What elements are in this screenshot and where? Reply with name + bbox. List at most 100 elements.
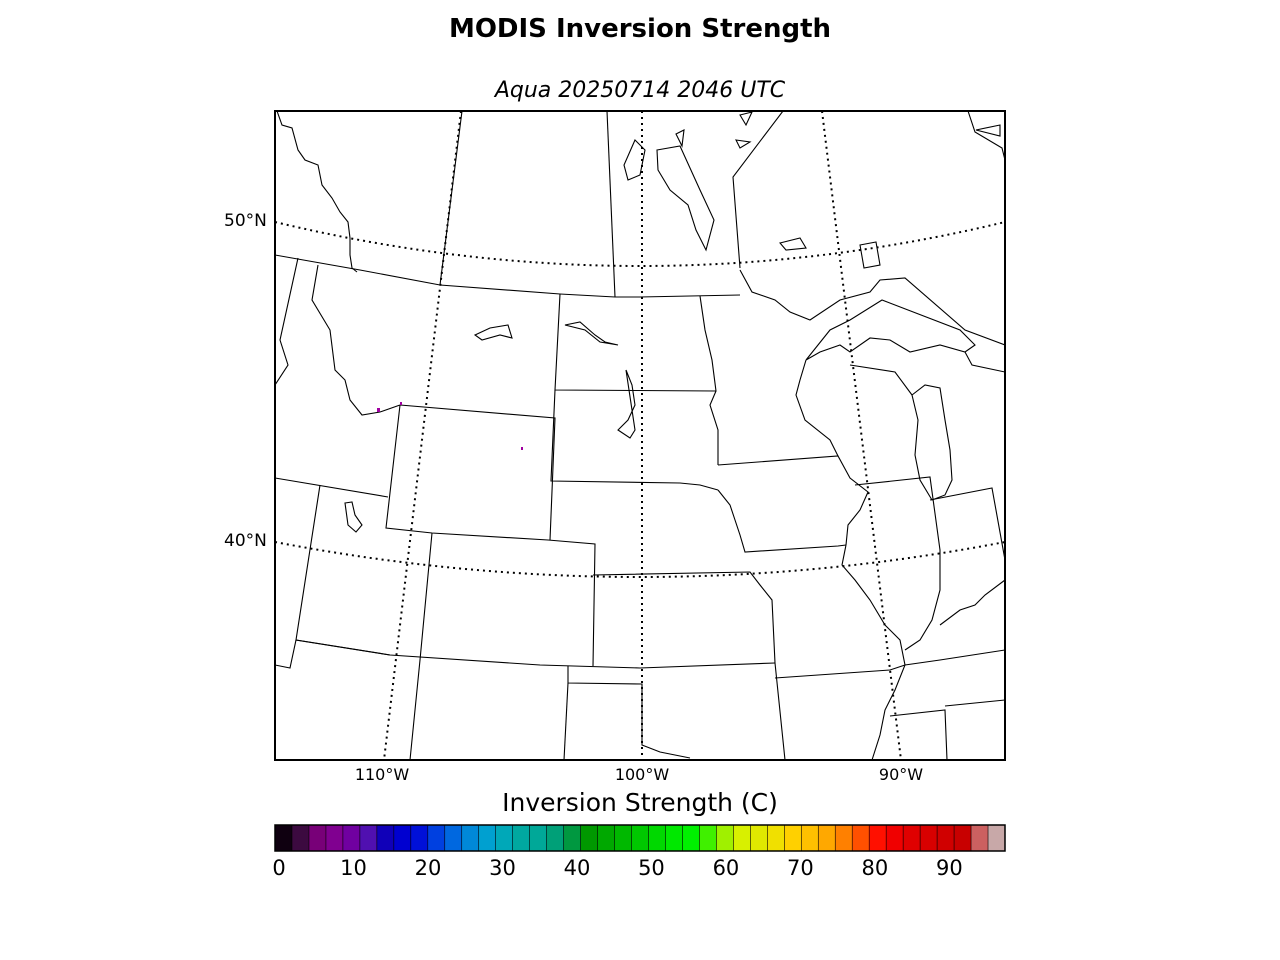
coastline-east: [967, 111, 1005, 161]
colorbar-tick-label: 30: [489, 856, 516, 880]
colorbar-segment: [359, 825, 378, 851]
lon-label-90w: 90°W: [878, 765, 924, 784]
colorbar-segment: [478, 825, 497, 851]
colorbar-segment: [597, 825, 616, 851]
colorbar-segment: [291, 825, 310, 851]
state-boundary: [399, 404, 556, 541]
colorbar-tick-label: 40: [563, 856, 591, 880]
lake: [675, 129, 685, 148]
colorbar-segment: [733, 825, 751, 851]
meridian-90w: [821, 111, 902, 760]
state-boundary: [849, 364, 913, 396]
parallel-50n: [275, 221, 1005, 267]
colorbar-segment: [971, 825, 989, 851]
colorbar-segment: [308, 825, 327, 851]
lake: [859, 241, 881, 269]
lon-label-110w: 110°W: [354, 765, 410, 784]
colorbar-segment: [325, 825, 344, 851]
state-boundary: [567, 666, 691, 759]
colorbar-segment: [393, 825, 412, 851]
state-boundary: [699, 295, 719, 465]
lake: [735, 139, 752, 149]
state-boundary: [550, 389, 719, 491]
colorbar-segment: [818, 825, 836, 851]
coastline-west: [276, 111, 358, 273]
state-boundary: [939, 579, 1005, 626]
state-boundary: [717, 489, 847, 553]
state-boundary: [275, 257, 299, 386]
state-boundary: [295, 639, 776, 669]
colorbar-segment: [954, 825, 972, 851]
state-boundary: [944, 699, 1005, 707]
colorbar-segment: [275, 825, 293, 851]
map-frame: [274, 110, 1006, 761]
state-boundary: [554, 293, 717, 392]
state-boundary: [774, 649, 1005, 679]
reservoir: [473, 324, 513, 341]
colorbar-segment: [682, 825, 700, 851]
colorbar-segment: [665, 825, 683, 851]
lat-label-50n: 50°N: [224, 211, 267, 231]
lake: [739, 111, 753, 127]
colorbar-segment: [852, 825, 870, 851]
colorbar-segment: [750, 825, 768, 851]
state-boundary: [964, 351, 1005, 373]
colorbar-segment: [614, 825, 633, 851]
colorbar-tick-label: 60: [712, 856, 740, 880]
province-boundary: [732, 111, 784, 269]
colorbar-segment: [495, 825, 514, 851]
colorbar-segment: [869, 825, 887, 851]
colorbar-segment: [784, 825, 802, 851]
lake: [656, 145, 715, 252]
lake: [623, 139, 646, 181]
data-pixel: [521, 447, 523, 450]
province-boundary: [439, 111, 463, 286]
lat-label-40n: 40°N: [224, 531, 267, 551]
colorbar-segment: [835, 825, 853, 851]
colorbar-title: Inversion Strength (C): [502, 788, 778, 817]
colorbar-segment: [801, 825, 819, 851]
state-boundary: [563, 682, 569, 760]
colorbar-segment: [444, 825, 463, 851]
colorbar-segment: [886, 825, 904, 851]
colorbar-segment: [461, 825, 480, 851]
colorbar-tick-label: 0: [272, 856, 286, 880]
state-boundary: [889, 709, 948, 760]
colorbar-segment: [546, 825, 565, 851]
state-boundary: [295, 484, 391, 656]
figure-subtitle: Aqua 20250714 2046 UTC: [494, 78, 786, 103]
colorbar-segment: [903, 825, 921, 851]
state-boundary: [854, 476, 941, 651]
state-boundary: [385, 404, 596, 667]
parallel-40n: [275, 541, 1005, 578]
colorbar-tick-label: 90: [936, 856, 963, 880]
colorbar-tick-label: 10: [340, 856, 367, 880]
lake-superior: [739, 269, 1005, 346]
data-pixel: [400, 402, 402, 405]
colorbar-segment: [937, 825, 955, 851]
state-boundary: [717, 455, 869, 546]
colorbar-segment: [648, 825, 666, 851]
figure-title: MODIS Inversion Strength: [448, 14, 832, 44]
colorbar-segment: [631, 825, 649, 851]
reservoir: [617, 369, 636, 439]
colorbar-frame: [274, 824, 1006, 852]
state-boundary: [592, 571, 786, 760]
colorbar-segment: [580, 825, 599, 851]
data-pixel: [377, 408, 380, 412]
colorbar-segment: [920, 825, 938, 851]
state-boundary: [275, 639, 297, 669]
lake-michigan: [911, 384, 953, 501]
colorbar-segment: [376, 825, 395, 851]
graticule: [275, 111, 1005, 760]
colorbar-segment: [342, 825, 361, 851]
colorbar-tick-label: 50: [638, 856, 665, 880]
colorbar-segment: [427, 825, 446, 851]
state-boundary: [275, 477, 389, 498]
colorbar-segment: [410, 825, 429, 851]
state-boundary: [409, 532, 433, 760]
colorbar-segment: [512, 825, 531, 851]
colorbar-segment: [767, 825, 785, 851]
lake: [975, 124, 1001, 137]
